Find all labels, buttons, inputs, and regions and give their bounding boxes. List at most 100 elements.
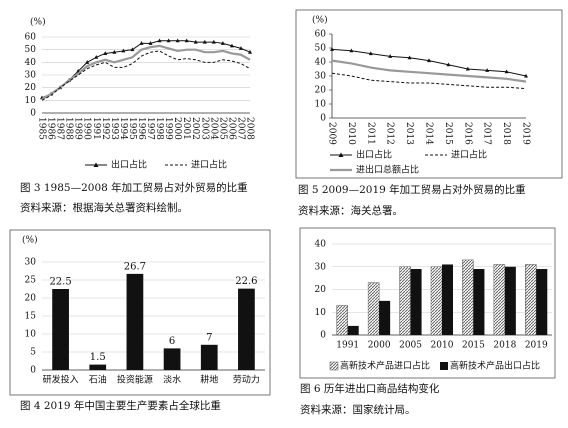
bar [163,348,181,370]
bar [200,344,218,370]
bar [52,289,69,370]
point-marker [202,39,207,44]
x-tick-label: 2010 [431,341,454,351]
x-tick-label: 2005 [217,117,227,140]
y-tick-label: 10 [25,330,37,340]
x-tick-label: 2000 [172,117,182,140]
point-marker [184,38,189,43]
legend-label: 进口占比 [451,149,487,161]
x-tick-label: 1985 [37,117,47,140]
x-tick-label: 1998 [154,117,164,140]
x-tick-label: 2012 [385,122,395,145]
x-tick-label: 2018 [501,122,511,145]
bar [504,266,516,335]
source-note: 资料来源：根据海关总署资料绘制。 [20,201,188,214]
x-tick-label: 2001 [181,117,191,140]
bar [367,282,380,336]
x-tick-label: 2009 [327,122,337,145]
caption: 图 4 2019 年中国主要生产要素占全球比重 [20,399,221,412]
point-marker [524,73,528,78]
point-marker [238,46,243,50]
value-label: 1.5 [90,352,106,363]
y-tick-label: 0 [320,114,326,124]
x-tick-label: 1992 [100,117,110,140]
y-tick-label: 0 [30,109,36,119]
x-tick-label: 2007 [235,117,245,140]
line-series [41,50,251,101]
point-marker [94,54,99,59]
legend-marker [338,152,344,157]
y-tick-label: 20 [25,83,37,93]
x-tick-label: 2017 [482,122,492,145]
x-tick-label: 1990 [82,117,92,140]
point-marker [465,66,470,71]
y-tick-label: 0 [320,331,326,341]
value-label: 22.5 [49,277,71,288]
y-tick-label: 10 [315,100,327,110]
x-tick-label: 2003 [199,117,209,140]
legend-swatch [440,362,448,370]
x-tick-label: 1991 [91,117,101,140]
panel-border [295,9,563,179]
point-marker [103,51,108,55]
point-marker [229,43,234,48]
line-series [331,72,527,90]
x-tick-label: 2015 [443,122,453,145]
y-tick-label: 25 [25,276,37,286]
point-marker [220,41,225,45]
x-tick-label: 2011 [365,122,375,145]
source-note: 资料来源：国家统计局。 [300,403,416,416]
x-tick-label: 1996 [136,117,146,140]
point-marker [368,51,373,56]
x-tick-label: 2008 [245,117,255,140]
point-marker [166,38,171,43]
y-tick-label: 40 [315,240,327,250]
x-tick-label: 耕地 [200,374,218,386]
x-tick-label: 2014 [424,122,434,145]
caption: 图 3 1985—2008 年加工贸易占对外贸易的比重 [20,181,248,194]
bar [336,305,348,336]
bar [399,266,411,336]
x-tick-label: 1993 [109,117,119,140]
point-marker [349,48,354,53]
bar [536,269,548,335]
legend-label: 出口占比 [111,159,147,171]
x-tick-label: 1995 [127,117,137,140]
bar [493,264,506,336]
point-marker [85,60,90,64]
legend-label: 进出口总额占比 [356,164,419,176]
point-marker [330,47,334,51]
legend-label: 高新技术产品进口占比 [340,360,430,372]
bar [89,364,107,370]
y-tick-label: 30 [315,262,327,272]
x-tick-label: 石油 [89,374,107,386]
x-tick-label: 2016 [462,122,472,145]
x-tick-label: 2015 [462,341,485,351]
line-series [41,44,251,101]
point-marker [388,54,393,58]
x-tick-label: 研发投入 [43,374,79,386]
y-tick-label: 30 [315,72,327,82]
y-tick-label: 50 [25,45,37,55]
x-tick-label: 2002 [190,117,200,140]
point-marker [121,48,126,53]
bar [238,288,255,370]
panel-border [9,229,271,396]
x-tick-label: 2004 [208,117,218,140]
x-tick-label: 2010 [346,122,356,145]
point-marker [211,39,216,44]
legend-swatch [329,361,339,371]
x-tick-label: 2005 [399,341,422,351]
bar [347,325,359,335]
y-axis-unit: (%) [22,235,38,246]
bar [473,269,485,335]
y-tick-label: 15 [25,312,37,322]
caption: 图 5 2009—2019 年加工贸易占对外贸易的比重 [298,183,526,196]
bar [430,266,443,336]
legend-marker [93,162,99,167]
y-tick-label: 30 [25,258,37,268]
bar [462,259,474,336]
legend-label: 进口占比 [191,159,227,171]
legend-label: 高新技术产品出口占比 [450,360,540,372]
